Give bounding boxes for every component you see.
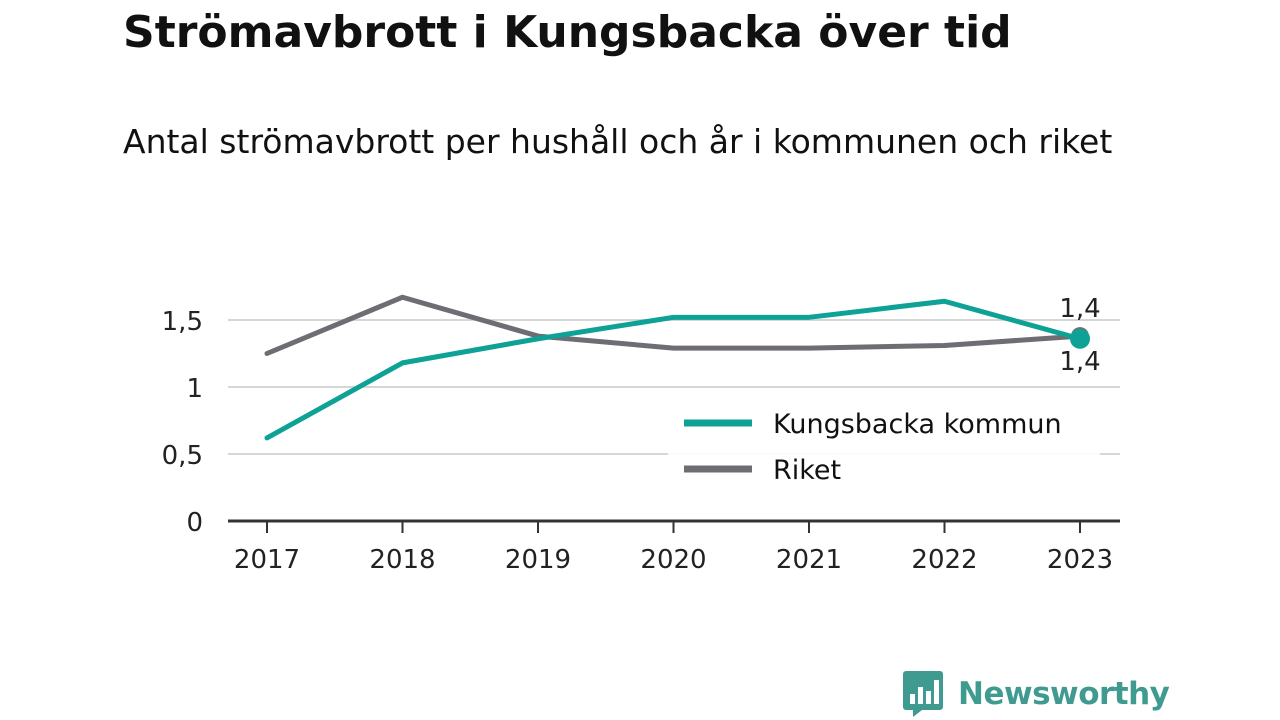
x-axis-tick-labels: 2017 2018 2019 2020 2021 2022 2023 [234,545,1113,575]
y-axis-tick-labels: 0 0,5 1 1,5 [162,307,203,538]
series-end-point-0 [1070,328,1090,349]
newsworthy-brand: Newsworthy [902,670,1170,718]
series-lines [264,294,1090,441]
legend-background [668,398,1100,494]
newsworthy-logo-icon [903,671,943,717]
chart-subtitle: Antal strömavbrott per hushåll och år i … [123,122,1113,161]
series-line-0 [264,298,1083,441]
y-tick-label: 0 [186,508,203,538]
legend-label: Kungsbacka kommun [773,409,1062,440]
brand-name: Newsworthy [958,676,1170,712]
line-chart: 0 0,5 1 1,5 2017 2018 2019 2020 2021 2022 2023 Ku… [162,294,1120,575]
chart-title: Strömavbrott i Kungsbacka över tid [123,7,1012,58]
x-tick-label: 2022 [911,545,977,575]
x-tick-label: 2019 [505,545,571,575]
x-tick-label: 2018 [369,545,435,575]
legend: Kungsbacka kommun Riket [668,398,1100,494]
y-tick-label: 1 [186,374,203,404]
end-value-label: 1,4 [1059,347,1100,377]
x-tick-label: 2021 [776,545,842,575]
data-labels: 1,4 1,4 [1059,294,1100,377]
x-tick-label: 2023 [1047,545,1113,575]
series-line-1 [264,294,1083,356]
legend-label: Riket [773,455,841,486]
y-tick-label: 1,5 [162,307,203,337]
x-axis [228,519,1120,533]
x-tick-label: 2017 [234,545,300,575]
x-tick-label: 2020 [640,545,706,575]
y-tick-label: 0,5 [162,441,203,471]
end-value-label: 1,4 [1059,294,1100,324]
